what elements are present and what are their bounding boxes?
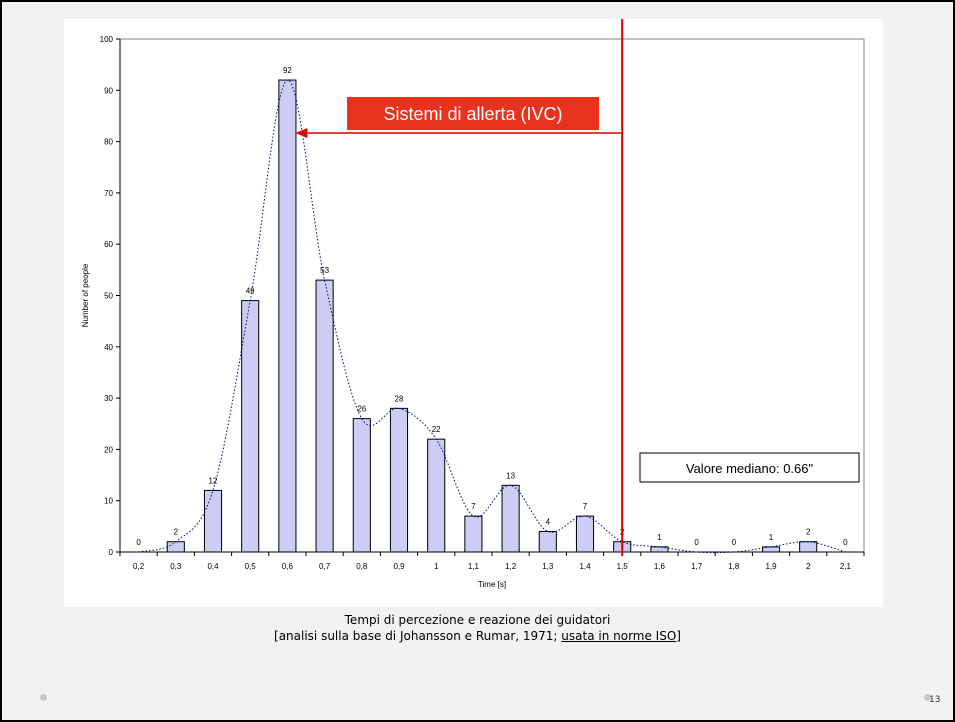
x-tick-label: 1,4 xyxy=(579,562,591,571)
chart-panel: 0 10 20 30 40 50 60 70 80 90 100 0,2 0,3 0,4 0,5 0,6 0,7… xyxy=(64,19,883,607)
caption-source-suffix: ] xyxy=(676,629,681,643)
x-tick-label: 0,9 xyxy=(393,562,405,571)
data-label: 12 xyxy=(209,476,218,485)
bar xyxy=(315,279,334,553)
data-label: 2 xyxy=(174,528,179,537)
data-label: 49 xyxy=(246,287,255,296)
x-axis-title: Time [s] xyxy=(478,580,506,589)
bar xyxy=(352,418,371,553)
y-tick-label: 60 xyxy=(104,240,113,249)
bullet-dot-left xyxy=(40,694,47,701)
data-label: 0 xyxy=(843,538,848,547)
x-tick-label: 0,8 xyxy=(356,562,368,571)
slide-number: 13 xyxy=(929,695,941,705)
y-tick-label: 90 xyxy=(104,86,113,95)
x-tick-label: 1,1 xyxy=(468,562,480,571)
x-tick-label: 1,7 xyxy=(691,562,703,571)
median-label: Valore mediano: 0.66" xyxy=(686,461,814,476)
bar xyxy=(241,300,260,553)
y-axis-title: Number of people xyxy=(81,263,90,327)
bar xyxy=(278,79,297,553)
data-label: 53 xyxy=(320,266,329,275)
bar xyxy=(799,541,818,553)
data-label: 22 xyxy=(432,425,441,434)
data-label: 1 xyxy=(657,533,662,542)
x-tick-label: 1 xyxy=(434,562,439,571)
data-label: 0 xyxy=(732,538,737,547)
bar xyxy=(389,407,409,553)
bar xyxy=(575,515,595,553)
caption-source-prefix: [analisi sulla base di Johansson e Rumar… xyxy=(274,629,562,643)
callout-box xyxy=(347,97,599,130)
x-tick-label: 0,7 xyxy=(319,562,331,571)
x-tick-label: 2 xyxy=(806,562,811,571)
trend-curve xyxy=(138,79,846,554)
y-tick-label: 50 xyxy=(104,292,113,301)
data-label: 13 xyxy=(506,471,515,480)
x-tick-label: 0,4 xyxy=(207,562,219,571)
y-tick-label: 0 xyxy=(109,548,114,557)
y-tick-label: 20 xyxy=(104,445,113,454)
y-tick-label: 30 xyxy=(104,394,113,403)
iso-link[interactable]: usata in norme ISO xyxy=(561,629,677,643)
y-tick-label: 100 xyxy=(100,35,114,44)
bar xyxy=(464,515,483,553)
x-tick-label: 0,6 xyxy=(282,562,294,571)
y-tick-label: 80 xyxy=(104,138,113,147)
bar xyxy=(538,530,557,553)
data-label: 28 xyxy=(395,394,404,403)
data-label: 4 xyxy=(546,517,551,526)
callout-arrow-head xyxy=(295,128,308,138)
data-label: 7 xyxy=(583,502,588,511)
x-tick-label: 0,2 xyxy=(133,562,145,571)
x-tick-label: 1,3 xyxy=(542,562,554,571)
x-tick-label: 0,5 xyxy=(245,562,257,571)
data-label: 7 xyxy=(471,502,476,511)
data-label: 0 xyxy=(136,538,141,547)
data-label: 1 xyxy=(769,533,774,542)
y-tick-label: 10 xyxy=(104,497,113,506)
x-tick-label: 1,9 xyxy=(765,562,777,571)
callout-label: Sistemi di allerta (IVC) xyxy=(383,104,562,124)
y-tick-label: 70 xyxy=(104,189,113,198)
x-tick-label: 1,8 xyxy=(728,562,740,571)
data-label: 2 xyxy=(806,528,811,537)
x-tick-label: 1,6 xyxy=(654,562,666,571)
x-tick-label: 1,5 xyxy=(617,562,629,571)
bar xyxy=(166,541,185,553)
data-label: 26 xyxy=(357,405,366,414)
median-box xyxy=(639,452,860,483)
bar xyxy=(501,484,520,553)
x-tick-label: 0,3 xyxy=(170,562,182,571)
data-label: 0 xyxy=(694,538,699,547)
y-tick-label: 40 xyxy=(104,343,113,352)
chart-caption-source: [analisi sulla base di Johansson e Rumar… xyxy=(2,629,953,643)
x-tick-label: 2,1 xyxy=(840,562,852,571)
bar xyxy=(203,489,223,553)
x-tick-label: 1,2 xyxy=(505,562,517,571)
bar xyxy=(761,546,781,553)
bar xyxy=(427,438,446,553)
chart-caption-title: Tempi di percezione e reazione dei guida… xyxy=(344,613,611,627)
bullet-dot-right xyxy=(924,694,931,701)
data-label: 92 xyxy=(283,66,292,75)
